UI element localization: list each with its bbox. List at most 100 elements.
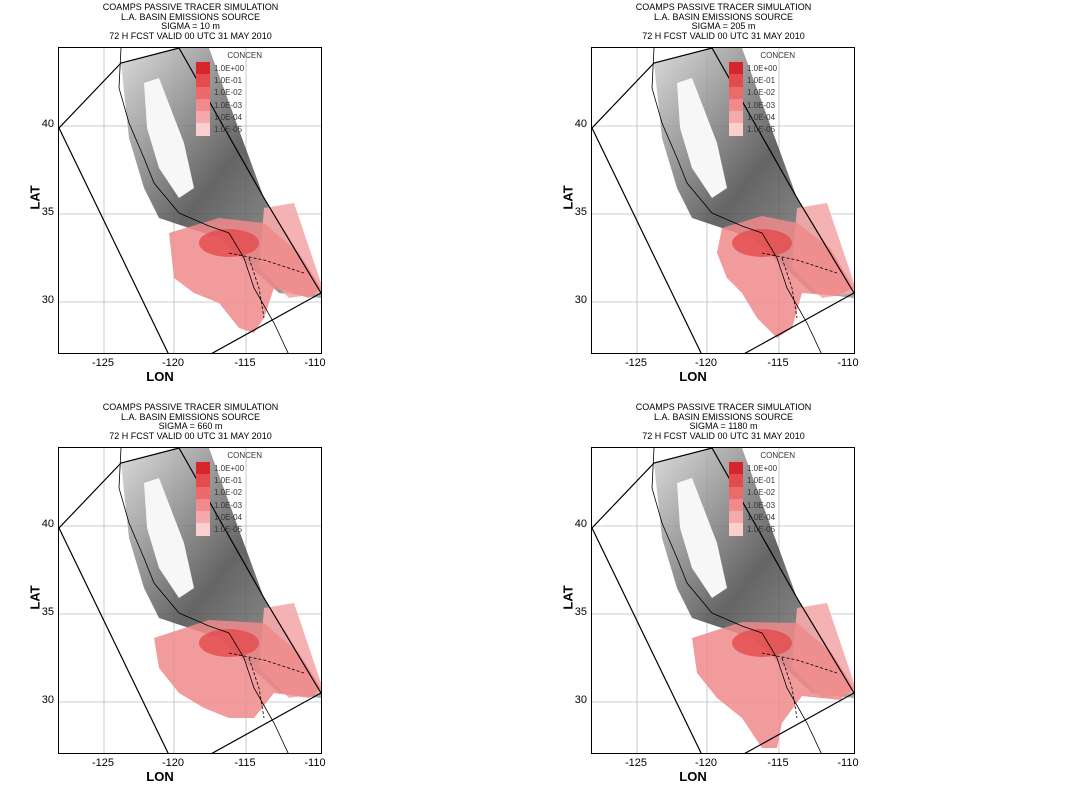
legend-label: 1.0E-04 [747,112,776,122]
map-panel-2: COAMPS PASSIVE TRACER SIMULATION L.A. BAS… [533,0,1066,400]
legend-entry: 1.0E-04 [196,511,264,524]
model-domain-boundary [59,448,321,753]
x-tick-label: -125 [624,757,648,769]
x-tick-label: -110 [837,757,859,769]
x-tick-label: -110 [304,357,326,369]
y-tick-label: 35 [41,206,54,218]
legend-label: 1.0E-05 [214,525,243,535]
title-line: COAMPS PASSIVE TRACER SIMULATION [102,402,279,412]
legend-swatch [729,123,743,136]
map-plot-area [591,447,855,754]
legend-swatch [729,498,743,512]
x-tick-label: -120 [161,757,185,769]
legend-entry: 1.0E-05 [196,523,264,536]
legend-entry: 1.0E-05 [196,123,264,136]
x-tick-label: -115 [234,757,256,769]
state-border [761,652,838,719]
legend-entry: 1.0E-03 [196,98,264,112]
legend-label: 1.0E-04 [747,512,776,522]
central-valley [144,478,194,598]
map-panel-1: COAMPS PASSIVE TRACER SIMULATION L.A. BAS… [0,0,533,400]
map-svg [59,448,321,753]
y-tick-label: 35 [574,206,587,218]
legend-swatch [196,523,210,536]
legend-entry: 1.0E-01 [729,474,797,487]
title-line: L.A. BASIN EMISSIONS SOURCE [120,11,261,22]
legend-entry: 1.0E-03 [729,98,797,112]
legend-entry: 1.0E-01 [196,74,264,87]
map-svg [592,48,854,353]
tracer-concentration-core [199,629,259,657]
model-domain-boundary [592,48,854,353]
coastline [651,448,822,753]
legend-entry: 1.0E-02 [196,486,264,499]
legend-entry: 1.0E+00 [729,62,797,75]
legend-swatch [196,98,210,112]
legend-entry: 1.0E-02 [729,86,797,99]
x-axis-label: LON [146,769,174,784]
coastline [118,48,289,353]
title-line: L.A. BASIN EMISSIONS SOURCE [653,11,794,22]
x-axis-label: LON [679,769,707,784]
tracer-concentration-plume [154,620,321,718]
legend-label: 1.0E+00 [214,463,245,473]
x-axis-label: LON [146,369,174,384]
x-tick-label: -120 [161,357,185,369]
model-domain-boundary [59,48,321,353]
legend-label: 1.0E-03 [747,100,776,110]
legend: CONCEN 1.0E+00 1.0E-01 1.0E-02 1.0E-03 1.0E-0… [729,51,797,136]
legend-swatch [729,474,743,487]
y-tick-label: 40 [41,518,54,530]
legend-swatch [196,474,210,487]
y-tick-label: 40 [574,118,587,130]
legend-entry: 1.0E+00 [729,462,797,475]
legend-label: 1.0E+00 [747,63,778,73]
title-line: 72 H FCST VALID 00 UTC 31 MAY 2010 [109,30,272,41]
legend-swatch [196,486,210,499]
x-tick-label: -115 [767,357,789,369]
map-plot-area [58,447,322,754]
legend-title: CONCEN [227,51,262,60]
panel-title: COAMPS PASSIVE TRACER SIMULATION L.A. BAS… [591,2,856,41]
legend-entry: 1.0E-04 [729,511,797,524]
legend-swatch [729,74,743,87]
title-line: COAMPS PASSIVE TRACER SIMULATION [635,402,812,412]
legend-entry: 1.0E-05 [729,123,797,136]
legend-label: 1.0E-01 [214,475,243,485]
y-tick-label: 30 [41,294,54,306]
title-line: SIGMA = 1180 m [689,421,758,432]
map-panel-3: COAMPS PASSIVE TRACER SIMULATION L.A. BAS… [0,400,533,800]
y-tick-label: 35 [574,606,587,618]
legend-entry: 1.0E-05 [729,523,797,536]
legend-swatch [729,462,743,475]
legend-entry: 1.0E-02 [729,486,797,499]
legend-entry: 1.0E-04 [729,111,797,124]
legend-swatch [196,62,210,75]
legend-entry: 1.0E-03 [196,498,264,512]
legend-swatch [196,462,210,475]
tracer-concentration-core [732,229,792,257]
title-line: L.A. BASIN EMISSIONS SOURCE [120,411,261,422]
coastline [651,48,822,353]
legend-label: 1.0E-02 [747,488,776,498]
legend-label: 1.0E-01 [214,75,243,85]
x-tick-label: -115 [234,357,256,369]
legend-label: 1.0E-02 [214,488,243,498]
title-line: 72 H FCST VALID 00 UTC 31 MAY 2010 [642,30,805,41]
x-tick-label: -125 [624,357,648,369]
legend-swatch [729,98,743,112]
legend-title: CONCEN [760,51,795,60]
title-line: 72 H FCST VALID 00 UTC 31 MAY 2010 [109,430,272,441]
legend-label: 1.0E-02 [214,88,243,98]
legend: CONCEN 1.0E+00 1.0E-01 1.0E-02 1.0E-03 1.0E-0… [196,451,264,536]
x-tick-label: -110 [837,357,859,369]
x-tick-label: -125 [91,757,115,769]
x-tick-label: -115 [767,757,789,769]
legend-entry: 1.0E-01 [196,474,264,487]
title-line: L.A. BASIN EMISSIONS SOURCE [653,411,794,422]
legend-swatch [729,86,743,99]
legend-label: 1.0E+00 [747,463,778,473]
legend-label: 1.0E-05 [747,125,776,135]
central-valley [677,478,727,598]
title-line: COAMPS PASSIVE TRACER SIMULATION [102,2,279,12]
